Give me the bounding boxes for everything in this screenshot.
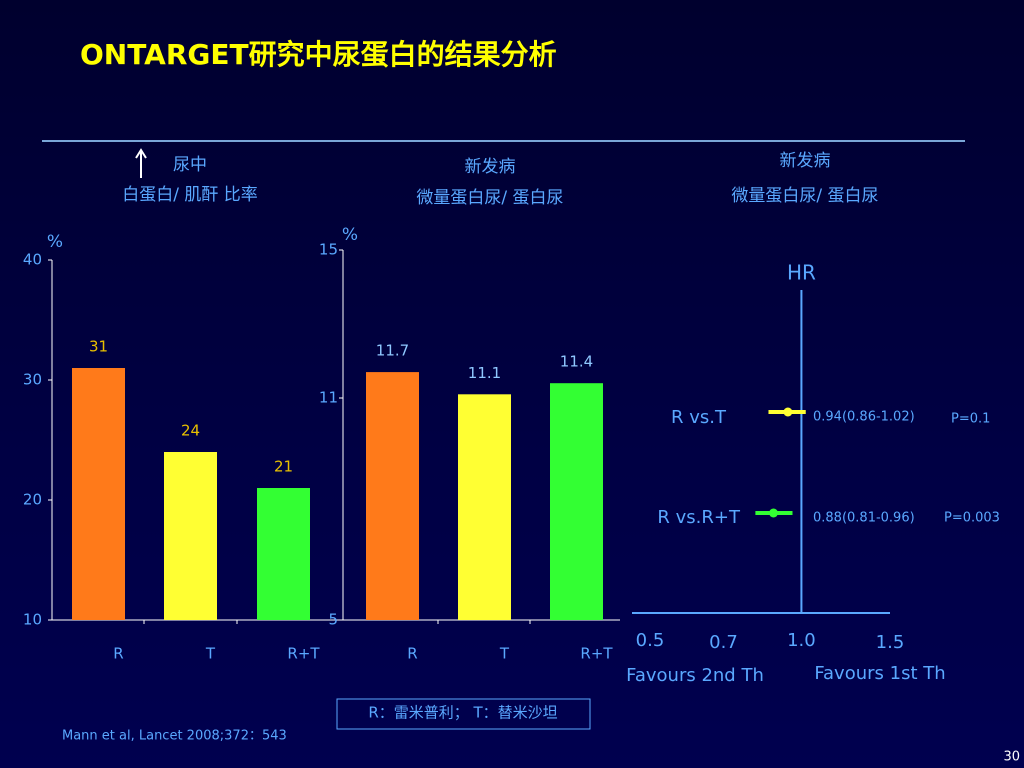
y-axis-label: % [47, 232, 63, 252]
x-tick-label: 0.5 [636, 630, 665, 651]
bar [72, 368, 125, 620]
value-label: 11.7 [376, 342, 409, 360]
page-number: 30 [1003, 750, 1020, 765]
bar [458, 394, 511, 620]
chart-subtitle: 尿中 [173, 155, 207, 175]
x-tick-label: T [499, 645, 510, 663]
ci-label: 0.88(0.81-0.96) [813, 511, 915, 526]
bar [550, 383, 603, 620]
chart-subtitle: 微量蛋白尿/ 蛋白尿 [416, 188, 563, 208]
y-tick-label: 40 [23, 251, 42, 269]
y-tick-label: 11 [319, 389, 338, 407]
bar [257, 488, 310, 620]
value-label: 31 [89, 338, 108, 356]
favours-right: Favours 1st Th [814, 663, 945, 684]
value-label: 11.4 [560, 353, 593, 371]
row-label: R vs.R+T [657, 507, 741, 528]
slide-title: ONTARGET研究中尿蛋白的结果分析 [80, 38, 557, 71]
y-tick-label: 30 [23, 371, 42, 389]
x-tick-label: 1.5 [876, 632, 905, 653]
footnote: R：雷米普利； T：替米沙坦 [368, 704, 557, 722]
footnote-box [336, 698, 591, 730]
x-tick-label: R+T [287, 645, 320, 663]
bar [366, 372, 419, 620]
favours-left: Favours 2nd Th [626, 665, 764, 686]
x-tick-label: R [113, 645, 123, 663]
axis-title: HR [787, 261, 816, 285]
chart-subtitle: 白蛋白/ 肌酐 比率 [122, 185, 258, 205]
citation: Mann et al, Lancet 2008;372：543 [62, 729, 287, 744]
ci-label: 0.94(0.86-1.02) [813, 410, 915, 425]
up-arrow-head [135, 148, 147, 159]
point-estimate [783, 407, 793, 417]
value-label: 24 [181, 422, 200, 440]
x-tick-label: 0.7 [709, 632, 738, 653]
y-tick-label: 20 [23, 491, 42, 509]
chart-subtitle: 微量蛋白尿/ 蛋白尿 [731, 186, 878, 206]
row-label: R vs.T [671, 407, 727, 428]
y-tick-label: 10 [23, 611, 42, 629]
value-label: 11.1 [468, 364, 501, 382]
x-tick-label: R [407, 645, 417, 663]
y-tick-label: 5 [328, 611, 338, 629]
p-label: P=0.003 [944, 511, 1000, 526]
p-label: P=0.1 [951, 412, 990, 427]
chart-subtitle: 新发病 [465, 157, 516, 177]
point-estimate [768, 508, 778, 518]
value-label: 21 [274, 458, 293, 476]
x-tick-label: 1.0 [787, 630, 816, 651]
bar [164, 452, 217, 620]
x-tick-label: R+T [580, 645, 613, 663]
y-axis-label: % [342, 225, 358, 245]
y-tick-label: 15 [319, 241, 338, 259]
x-tick-label: T [205, 645, 216, 663]
chart-subtitle: 新发病 [780, 151, 831, 171]
